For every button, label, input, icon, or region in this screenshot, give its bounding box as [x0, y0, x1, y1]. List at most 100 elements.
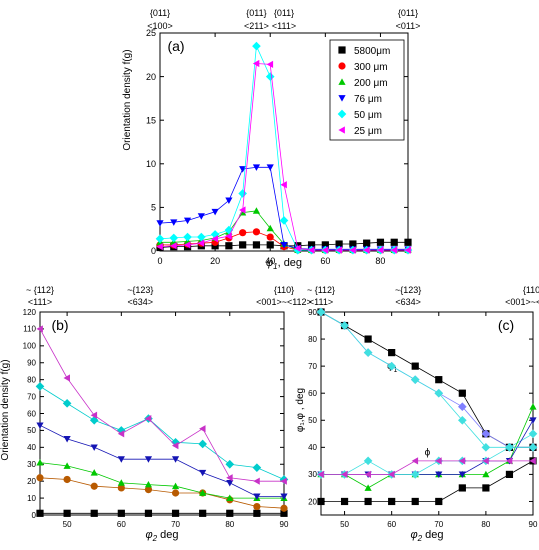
y-tick-label: 80: [308, 335, 317, 344]
data-point: [155, 234, 165, 244]
data-point: [144, 486, 153, 494]
data-point: [376, 238, 385, 246]
data-point: [36, 474, 44, 482]
top-annotation-direction: <634>: [395, 297, 421, 307]
data-point: [62, 399, 72, 408]
data-point: [434, 388, 444, 398]
x-tick-label: 0: [157, 256, 162, 266]
data-point: [252, 41, 261, 51]
data-point: [280, 509, 288, 517]
data-point: [36, 458, 44, 466]
x-tick-label: 80: [481, 520, 490, 529]
series-line: [39, 462, 284, 499]
data-point: [458, 484, 466, 492]
top-annotation-direction: <634>: [128, 297, 154, 307]
data-point: [117, 479, 125, 486]
data-point: [280, 242, 288, 249]
data-point: [316, 307, 326, 317]
data-point: [363, 348, 373, 357]
data-point: [280, 493, 288, 500]
y-tick-label: 20: [308, 497, 317, 506]
data-point: [199, 425, 206, 433]
data-point: [225, 459, 235, 469]
top-annotation-plane: {110}: [274, 285, 294, 295]
data-point: [171, 482, 180, 490]
top-annotation-plane: {011}: [246, 8, 266, 18]
data-point: [171, 442, 179, 450]
data-point: [183, 217, 192, 225]
legend-marker: [338, 95, 346, 102]
data-point: [144, 414, 152, 423]
x-tick-label: 40: [265, 256, 275, 266]
data-point: [482, 484, 490, 492]
top-annotation-plane: ~ {112}: [307, 285, 335, 295]
y-tick-label: 90: [27, 359, 36, 368]
data-point: [529, 417, 537, 424]
data-point: [183, 241, 191, 249]
x-axis-label: φ2 deg: [145, 529, 178, 543]
data-point: [252, 164, 261, 171]
data-point: [411, 457, 419, 465]
data-point: [410, 470, 420, 479]
data-point: [252, 207, 261, 214]
data-point: [280, 181, 287, 189]
data-point: [404, 246, 411, 254]
data-point: [63, 509, 71, 517]
data-point: [171, 509, 180, 517]
data-point: [171, 456, 180, 463]
data-point: [199, 469, 207, 477]
data-point: [198, 439, 207, 449]
data-point: [317, 470, 324, 478]
data-point: [435, 497, 443, 506]
data-point: [90, 444, 98, 451]
data-point: [63, 462, 71, 469]
x-tick-label: 90: [529, 520, 538, 529]
data-point: [226, 494, 234, 501]
data-point: [411, 362, 419, 370]
y-tick-label: 30: [27, 460, 36, 469]
x-tick-label: 50: [340, 520, 349, 529]
data-point: [226, 474, 233, 482]
data-point: [144, 509, 153, 517]
y-tick-label: 110: [23, 325, 36, 334]
data-point: [225, 197, 233, 205]
y-tick-label: 70: [308, 362, 317, 371]
panel-a-chart: 0 20 40 60 80 0 5 10 15 20 25 Orientation density f…: [122, 8, 420, 271]
legend-label: 200 μm: [354, 78, 388, 89]
data-point: [253, 509, 261, 517]
data-point: [529, 403, 537, 410]
data-point: [266, 60, 274, 68]
data-point: [265, 72, 275, 81]
y-tick-label: 30: [308, 470, 317, 479]
data-point: [266, 241, 274, 249]
y-tick-label: 20: [27, 477, 36, 486]
panel-c-chart: 50 60 70 80 90 20 30 40 50 60 70 80 90 φ₁,φ , deg φ2 d…: [295, 285, 539, 543]
data-point: [144, 456, 153, 463]
data-point: [435, 376, 443, 384]
y-tick-label: 50: [27, 426, 36, 435]
top-annotation-direction: <111>: [28, 297, 52, 307]
y-tick-label: 100: [23, 342, 37, 351]
y-tick-label: 10: [27, 494, 36, 503]
x-axis-label: φ1, deg: [266, 257, 302, 271]
legend: 5800μm 300 μm 200 μm 76 μm 50 μm 25 μm: [329, 39, 405, 141]
y-tick-label: 80: [27, 375, 36, 384]
series-line: [320, 311, 534, 448]
x-tick-label: 80: [375, 256, 385, 266]
data-point: [266, 233, 274, 241]
panel-label: (a): [167, 38, 184, 54]
x-tick-label: 60: [320, 256, 330, 266]
legend-marker: [338, 126, 345, 134]
legend-marker: [338, 46, 346, 54]
data-point: [363, 456, 373, 466]
data-point: [35, 382, 45, 391]
y-tick-label: 60: [27, 409, 36, 418]
data-point: [197, 232, 206, 242]
data-point: [458, 402, 467, 412]
top-annotation-plane: ~ {112}: [26, 285, 54, 295]
data-point: [458, 457, 466, 465]
data-point: [388, 497, 396, 506]
series-line: [39, 424, 284, 497]
